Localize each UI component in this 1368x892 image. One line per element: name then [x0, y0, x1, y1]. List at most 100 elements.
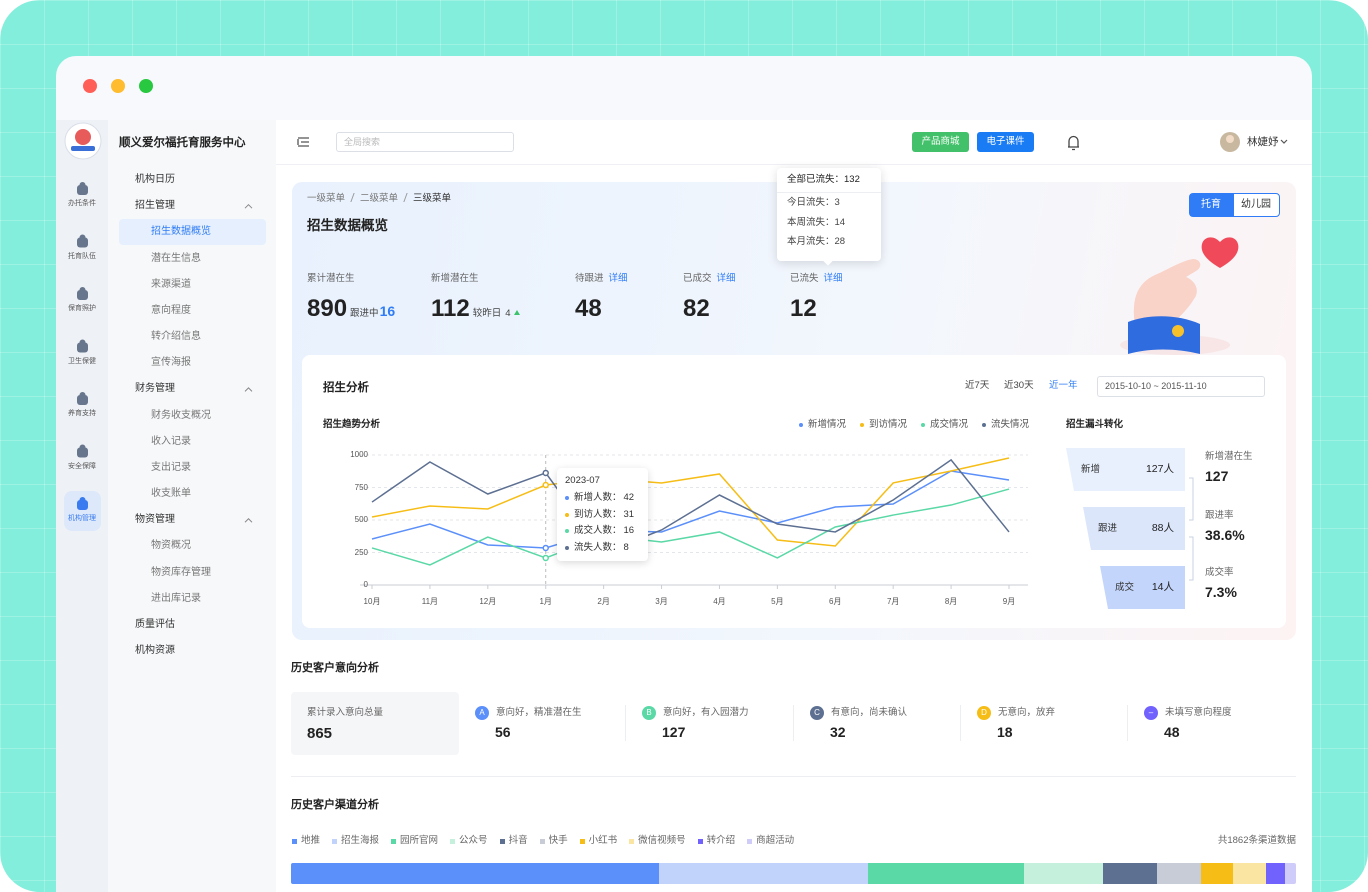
header-button-label[interactable]: 电子课件 — [986, 136, 1025, 148]
date-range-input[interactable] — [1097, 376, 1265, 397]
funnel-stage-value: 88人 — [1151, 522, 1174, 535]
intent-total-label: 累计录入意向总量 — [307, 707, 384, 719]
x-tick-label: 8月 — [944, 597, 958, 607]
menu-item[interactable]: 质量评估 — [135, 618, 175, 630]
stat-detail-link[interactable]: 详细 — [823, 273, 843, 284]
menu-item[interactable]: 潜在生信息 — [151, 252, 201, 264]
menu-item[interactable]: 物资管理 — [135, 514, 175, 526]
stat-label: 待跟进 — [575, 273, 604, 284]
toggle-option[interactable]: 幼儿园 — [1241, 199, 1271, 210]
legend-dot — [859, 423, 864, 427]
header-button[interactable] — [977, 132, 1034, 152]
tooltip-label: 流失人数： — [574, 542, 622, 554]
legend-swatch — [450, 838, 456, 844]
stat-detail-link[interactable]: 详细 — [716, 273, 736, 284]
y-tick-label: 500 — [354, 515, 368, 525]
menu-item[interactable]: 机构资源 — [135, 645, 175, 657]
intent-label: 有意向，尚未确认 — [831, 707, 908, 719]
tooltip-row: 新增人数： 42 — [565, 491, 634, 505]
toggle-option[interactable]: 托育 — [1201, 199, 1221, 210]
legend-swatch — [629, 838, 635, 844]
x-tick-label: 7月 — [886, 597, 900, 607]
intent-separator — [625, 705, 626, 741]
range-tab[interactable]: 近30天 — [1004, 380, 1034, 392]
y-tick-label: 750 — [354, 482, 368, 492]
legend-label: 微信视频号 — [638, 835, 686, 846]
funnel-title: 招生漏斗转化 — [1066, 419, 1124, 431]
menu-sidebar — [108, 120, 276, 892]
range-tab[interactable]: 近一年 — [1049, 380, 1078, 392]
x-tick-label: 4月 — [713, 597, 726, 607]
loss-title-label: 全部已流失： — [787, 174, 845, 185]
stat-value: 12 — [790, 295, 817, 322]
loss-row-value: 3 — [834, 197, 840, 208]
menu-item[interactable]: 机构日历 — [135, 174, 175, 185]
stat-value-row: 82 — [683, 292, 710, 326]
menu-active-bg — [119, 219, 266, 246]
legend-label: 公众号 — [459, 835, 488, 846]
channel-total: 共1862条渠道数据 — [1217, 835, 1296, 847]
legend-swatch — [579, 838, 585, 844]
legend-item: 公众号 — [450, 834, 488, 848]
x-tick-label: 12月 — [479, 597, 497, 607]
sidebar-label[interactable]: 安全保障 — [68, 462, 96, 470]
menu-item[interactable]: 物资库存管理 — [151, 566, 211, 578]
channel-segment — [659, 863, 868, 884]
menu-item[interactable]: 招生管理 — [135, 200, 175, 212]
user-name[interactable]: 林婕妤 — [1247, 135, 1279, 148]
menu-item[interactable]: 进出库记录 — [151, 592, 201, 604]
legend-item: 流失情况 — [981, 418, 1029, 432]
funnel-metric-label: 成交率 — [1205, 567, 1234, 579]
x-tick-label: 2月 — [597, 597, 610, 607]
intent-badge: C — [810, 706, 824, 720]
chart-tooltip — [557, 468, 648, 561]
loss-tooltip-row: 今日流失：3 — [787, 196, 840, 210]
sidebar-label[interactable]: 托育队伍 — [68, 252, 96, 260]
stat-label-row: 待跟进 详细 — [575, 272, 628, 286]
legend-swatch — [499, 838, 505, 844]
sidebar-label[interactable]: 养育支持 — [68, 410, 96, 418]
menu-item[interactable]: 收支账单 — [151, 488, 191, 500]
menu-item[interactable]: 财务收支概况 — [151, 409, 211, 421]
tooltip-value: 42 — [623, 492, 635, 503]
menu-item[interactable]: 支出记录 — [151, 461, 191, 473]
menu-item[interactable]: 宣传海报 — [151, 357, 191, 369]
tooltip-title: 2023-07 — [565, 475, 600, 487]
legend-label: 地推 — [301, 835, 321, 846]
menu-item[interactable]: 转介绍信息 — [151, 331, 201, 343]
header-button-label[interactable]: 产品商城 — [921, 136, 960, 148]
stat-detail-link[interactable]: 详细 — [608, 273, 628, 284]
y-tick-label: 1000 — [350, 450, 368, 460]
tooltip-dot — [565, 496, 569, 500]
breadcrumb-item[interactable]: 三级菜单 — [413, 193, 452, 204]
intent-value: 56 — [495, 724, 511, 741]
intent-label: 无意向，放弃 — [998, 707, 1056, 719]
menu-item[interactable]: 意向程度 — [151, 304, 191, 316]
search-box[interactable] — [336, 132, 514, 152]
menu-item[interactable]: 财务管理 — [135, 383, 175, 395]
menu-item[interactable]: 招生数据概览 — [151, 226, 211, 238]
legend: 新增情况 到访情况 成交情况 流失情况 — [629, 418, 1029, 432]
trend-up-icon — [513, 310, 520, 315]
stat-value-row: 48 — [575, 292, 602, 326]
menu-item[interactable]: 来源渠道 — [151, 278, 191, 290]
menu-item[interactable]: 物资概况 — [151, 540, 191, 552]
sidebar-label[interactable]: 办托条件 — [68, 200, 96, 208]
range-tab[interactable]: 近7天 — [965, 380, 990, 392]
loss-row-label: 本月流失： — [787, 236, 835, 247]
section-divider — [291, 776, 1296, 777]
channel-segment — [1284, 863, 1296, 884]
x-tick-label: 10月 — [363, 597, 381, 607]
menu-item[interactable]: 收入记录 — [151, 435, 191, 447]
funnel-stage-value: 14人 — [1151, 581, 1174, 594]
breadcrumb-item[interactable]: 一级菜单 — [307, 193, 346, 204]
sidebar-label[interactable]: 保育照护 — [68, 305, 96, 313]
header-button[interactable] — [912, 132, 969, 152]
x-tick-label: 1月 — [539, 597, 552, 607]
y-tick-label: 0 — [363, 580, 368, 590]
sidebar-label[interactable]: 卫生保健 — [68, 357, 96, 365]
sidebar-label[interactable]: 机构管理 — [68, 515, 96, 523]
breadcrumb-item[interactable]: 二级菜单 — [360, 193, 399, 204]
legend-label: 流失情况 — [990, 419, 1029, 430]
